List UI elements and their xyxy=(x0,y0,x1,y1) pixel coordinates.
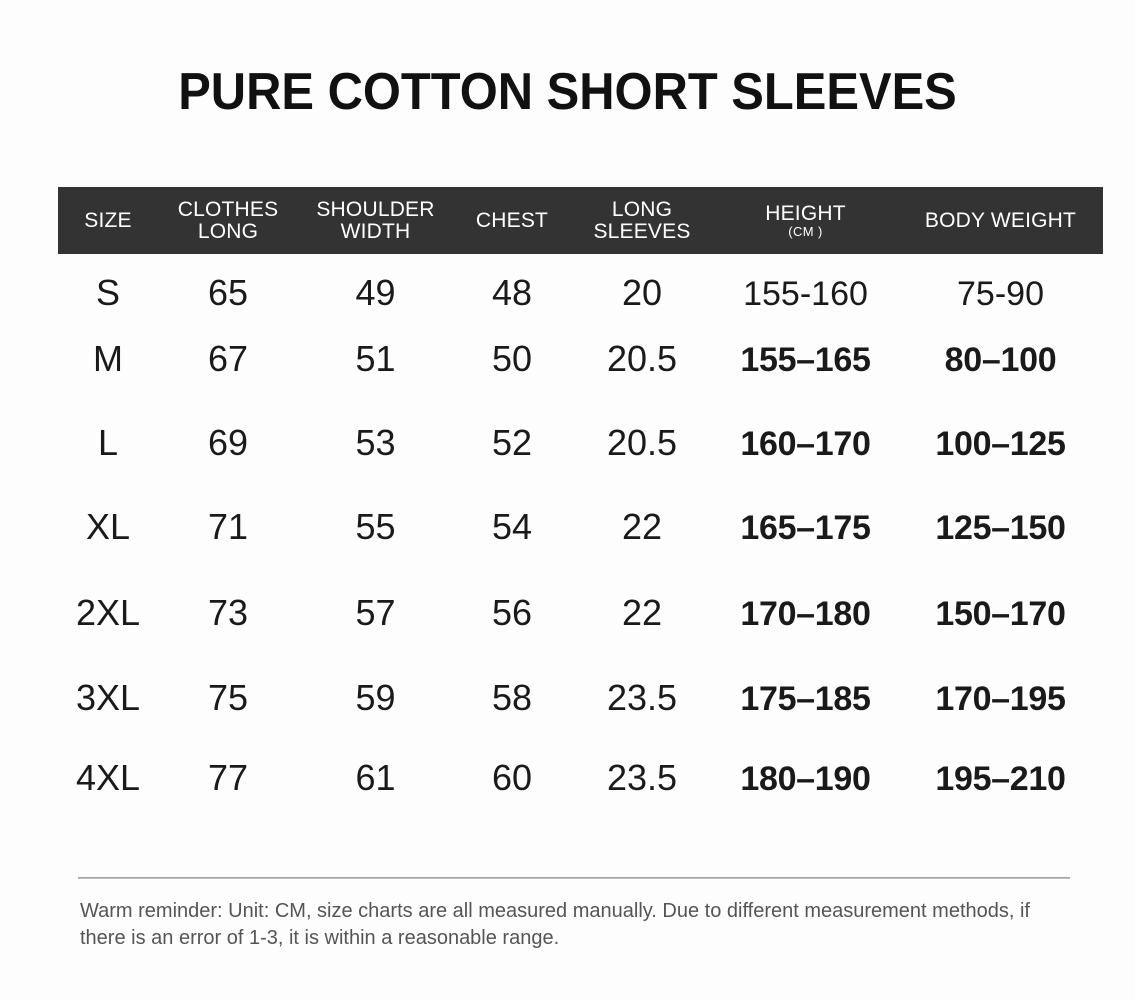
cell-size: 2XL xyxy=(75,592,141,633)
cell-shoulder-width: 61 xyxy=(355,757,396,798)
cell-clothes-long: 75 xyxy=(207,677,249,718)
column-header-height-unit: (CM ) xyxy=(788,224,823,240)
table-row: 3XL 75 59 58 23.5 175–185 170–195 xyxy=(58,677,1103,757)
column-header-body-weight: BODY WEIGHT xyxy=(898,210,1103,232)
cell-shoulder-width: 57 xyxy=(355,592,396,633)
cell-height: 160–170 xyxy=(740,425,871,463)
cell-body-weight: 150–170 xyxy=(935,595,1066,633)
table-row: L 69 53 52 20.5 160–170 100–125 xyxy=(58,422,1103,506)
cell-chest: 52 xyxy=(491,422,533,463)
cell-size: 3XL xyxy=(75,677,141,718)
footer-note: Warm reminder: Unit: CM, size charts are… xyxy=(80,900,1030,949)
cell-size: M xyxy=(93,338,123,379)
column-header-body-weight-label: BODY WEIGHT xyxy=(924,208,1077,232)
cell-body-weight: 170–195 xyxy=(935,680,1066,718)
column-header-shoulder-width: SHOULDER WIDTH xyxy=(298,197,453,243)
cell-body-weight: 195–210 xyxy=(935,760,1066,798)
cell-height: 155-160 xyxy=(743,275,868,313)
column-header-height-label: HEIGHT xyxy=(765,201,846,225)
cell-body-weight: 100–125 xyxy=(935,425,1066,463)
cell-chest: 56 xyxy=(491,592,533,633)
cell-chest: 54 xyxy=(491,506,533,547)
cell-shoulder-width: 49 xyxy=(355,272,396,313)
column-header-chest-label: CHEST xyxy=(475,208,549,232)
cell-size: 4XL xyxy=(75,757,141,798)
cell-body-weight: 125–150 xyxy=(935,509,1066,547)
column-header-shoulder-width-label: SHOULDER WIDTH xyxy=(316,197,435,243)
cell-body-weight: 80–100 xyxy=(944,341,1057,379)
cell-height: 165–175 xyxy=(740,509,871,547)
table-row: M 67 51 50 20.5 155–165 80–100 xyxy=(58,338,1103,422)
cell-shoulder-width: 59 xyxy=(355,677,396,718)
column-header-clothes-long: CLOTHES LONG xyxy=(158,197,298,243)
cell-clothes-long: 73 xyxy=(207,592,249,633)
cell-height: 170–180 xyxy=(740,595,871,633)
cell-long-sleeves: 20.5 xyxy=(606,338,678,379)
cell-long-sleeves: 23.5 xyxy=(606,757,678,798)
table-row: S 65 49 48 20 155-160 75-90 xyxy=(58,272,1103,338)
column-header-clothes-long-label: CLOTHES LONG xyxy=(177,197,279,243)
cell-long-sleeves: 20.5 xyxy=(606,422,678,463)
column-header-size: SIZE xyxy=(58,210,158,232)
cell-shoulder-width: 55 xyxy=(355,506,396,547)
column-header-chest: CHEST xyxy=(453,210,571,232)
cell-long-sleeves: 22 xyxy=(621,506,663,547)
cell-size: XL xyxy=(85,506,131,547)
cell-clothes-long: 65 xyxy=(207,272,249,313)
column-header-long-sleeves: LONG SLEEVES xyxy=(571,197,713,243)
cell-chest: 50 xyxy=(491,338,533,379)
table-row: XL 71 55 54 22 165–175 125–150 xyxy=(58,506,1103,592)
cell-long-sleeves: 20 xyxy=(621,272,663,313)
cell-clothes-long: 67 xyxy=(207,338,249,379)
column-header-height: HEIGHT (CM ) xyxy=(713,201,898,240)
cell-height: 180–190 xyxy=(740,760,871,798)
cell-long-sleeves: 22 xyxy=(621,592,663,633)
column-header-long-sleeves-label: LONG SLEEVES xyxy=(593,197,691,243)
table-row: 4XL 77 61 60 23.5 180–190 195–210 xyxy=(58,757,1103,817)
cell-shoulder-width: 51 xyxy=(355,338,396,379)
cell-chest: 58 xyxy=(491,677,533,718)
cell-size: S xyxy=(95,272,120,313)
cell-chest: 60 xyxy=(491,757,533,798)
column-header-size-label: SIZE xyxy=(84,208,132,232)
table-header-row: SIZE CLOTHES LONG SHOULDER WIDTH CHEST L… xyxy=(58,187,1103,254)
table-row: 2XL 73 57 56 22 170–180 150–170 xyxy=(58,592,1103,677)
table-body: S 65 49 48 20 155-160 75-90 M 67 51 50 2… xyxy=(58,254,1103,817)
footer-divider xyxy=(78,877,1070,879)
cell-clothes-long: 77 xyxy=(207,757,249,798)
cell-height: 175–185 xyxy=(740,680,871,718)
cell-height: 155–165 xyxy=(740,341,871,379)
cell-clothes-long: 69 xyxy=(207,422,249,463)
page-title: PURE COTTON SHORT SLEEVES xyxy=(178,63,957,121)
cell-long-sleeves: 23.5 xyxy=(606,677,678,718)
cell-clothes-long: 71 xyxy=(207,506,249,547)
cell-size: L xyxy=(97,422,119,463)
cell-body-weight: 75-90 xyxy=(957,275,1044,313)
size-chart-table: SIZE CLOTHES LONG SHOULDER WIDTH CHEST L… xyxy=(58,187,1103,817)
cell-shoulder-width: 53 xyxy=(355,422,396,463)
cell-chest: 48 xyxy=(491,272,533,313)
